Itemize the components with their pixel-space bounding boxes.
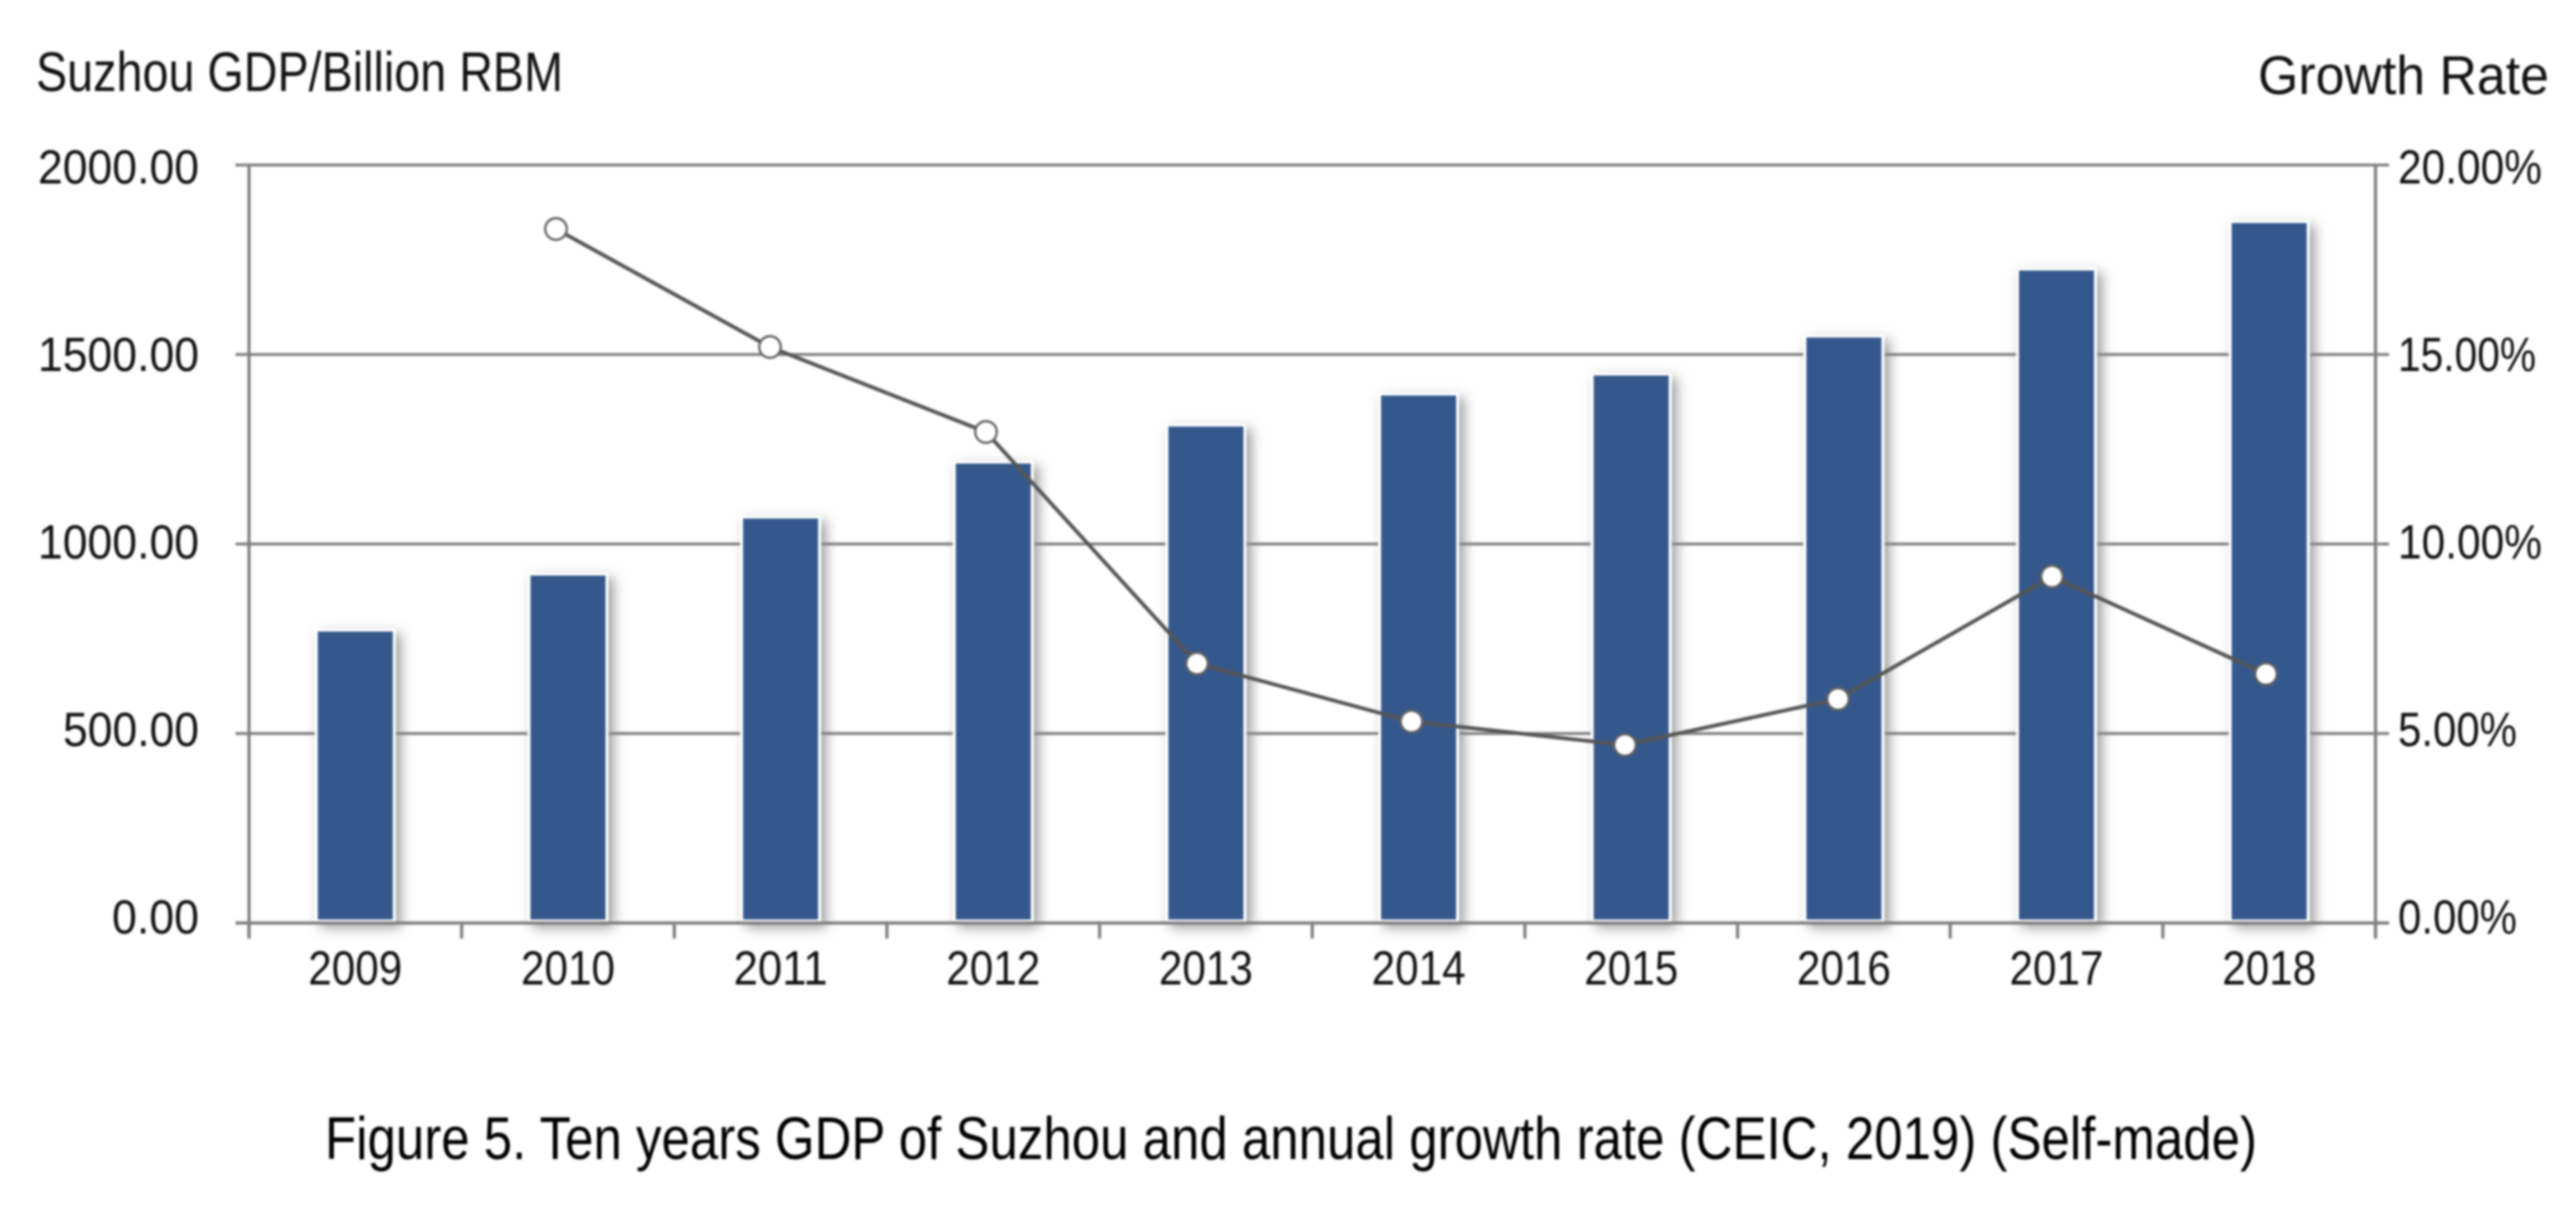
svg-text:2014: 2014 (1372, 943, 1466, 996)
svg-text:2012: 2012 (946, 943, 1040, 996)
svg-text:2010: 2010 (521, 943, 615, 996)
svg-text:0.00: 0.00 (112, 892, 199, 945)
svg-text:2016: 2016 (1797, 943, 1891, 996)
svg-text:Growth Rate: Growth Rate (2258, 44, 2549, 106)
svg-text:1000.00: 1000.00 (38, 517, 199, 570)
svg-text:Figure 5. Ten years GDP of Suz: Figure 5. Ten years GDP of Suzhou and an… (325, 1105, 2257, 1172)
svg-text:10.00%: 10.00% (2398, 517, 2542, 570)
svg-text:2018: 2018 (2222, 943, 2316, 996)
svg-text:500.00: 500.00 (63, 704, 199, 757)
svg-text:5.00%: 5.00% (2398, 704, 2517, 757)
svg-text:2015: 2015 (1584, 943, 1678, 996)
svg-text:2017: 2017 (2010, 943, 2104, 996)
svg-text:2009: 2009 (308, 943, 402, 996)
svg-text:15.00%: 15.00% (2398, 329, 2536, 382)
svg-text:1500.00: 1500.00 (38, 329, 199, 382)
svg-text:20.00%: 20.00% (2398, 142, 2542, 195)
svg-text:0.00%: 0.00% (2398, 892, 2517, 945)
svg-text:2000.00: 2000.00 (38, 142, 199, 195)
svg-text:2013: 2013 (1159, 943, 1253, 996)
svg-text:Suzhou GDP/Billion RBM: Suzhou GDP/Billion RBM (36, 40, 563, 103)
svg-text:2011: 2011 (734, 943, 828, 996)
